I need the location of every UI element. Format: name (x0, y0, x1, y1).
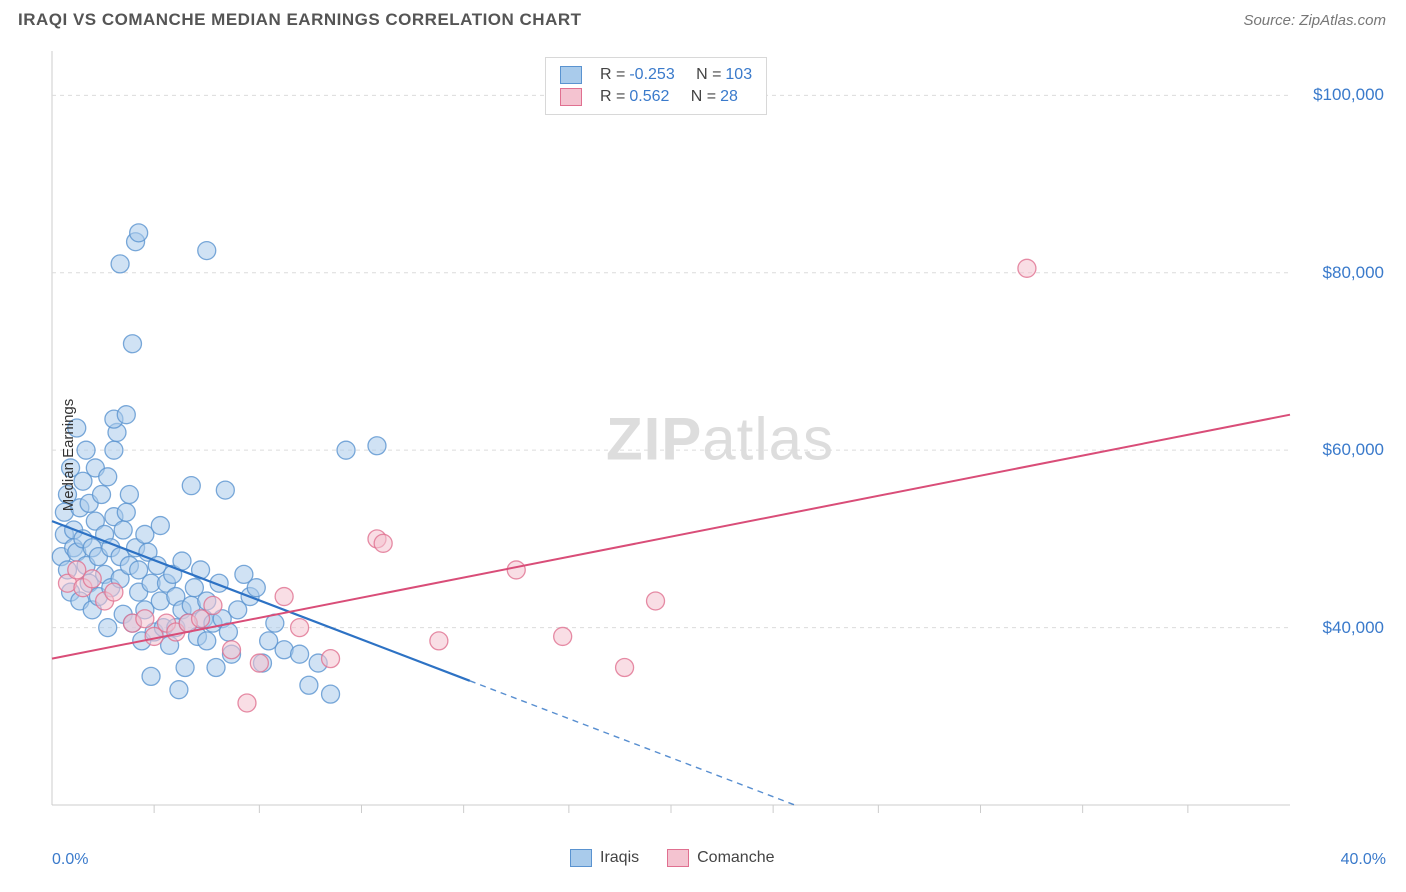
legend-row-comanche: R =0.562 N =28 (560, 86, 752, 108)
series-legend: Iraqis Comanche (570, 849, 775, 867)
legend-label-comanche: Comanche (697, 849, 774, 867)
y-tick-label: $80,000 (1323, 263, 1384, 283)
chart-source: Source: ZipAtlas.com (1243, 12, 1386, 29)
y-tick-label: $100,000 (1313, 85, 1384, 105)
legend-swatch-iraqis (560, 66, 582, 84)
legend-swatch-comanche (560, 88, 582, 106)
legend-item-iraqis: Iraqis (570, 849, 639, 867)
legend-item-comanche: Comanche (667, 849, 774, 867)
chart-header: IRAQI VS COMANCHE MEDIAN EARNINGS CORREL… (0, 0, 1406, 34)
legend-stat-comanche: R =0.562 N =28 (592, 88, 738, 106)
watermark: ZIPatlas (606, 404, 834, 473)
legend-row-iraqis: R =-0.253 N =103 (560, 64, 752, 86)
chart-area: Median Earnings ZIPatlas R =-0.253 N =10… (50, 45, 1390, 865)
chart-title: IRAQI VS COMANCHE MEDIAN EARNINGS CORREL… (18, 10, 582, 30)
legend-swatch-comanche (667, 849, 689, 867)
legend-label-iraqis: Iraqis (600, 849, 639, 867)
y-tick-label: $60,000 (1323, 440, 1384, 460)
y-tick-label: $40,000 (1323, 618, 1384, 638)
legend-stat-iraqis: R =-0.253 N =103 (592, 66, 752, 84)
y-axis-label: Median Earnings (60, 399, 77, 512)
x-axis-max: 40.0% (1341, 851, 1386, 869)
legend-swatch-iraqis (570, 849, 592, 867)
x-axis-min: 0.0% (52, 851, 88, 869)
correlation-legend: R =-0.253 N =103 R =0.562 N =28 (545, 57, 767, 115)
